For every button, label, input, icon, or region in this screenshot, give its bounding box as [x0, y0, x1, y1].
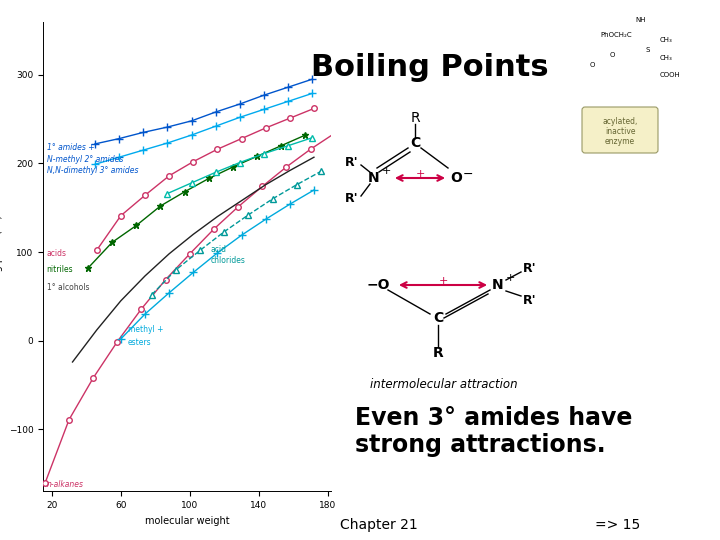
Text: N,N-dimethyl 3° amides: N,N-dimethyl 3° amides [47, 166, 138, 175]
Text: enzyme: enzyme [605, 138, 635, 146]
Text: COOH: COOH [660, 72, 680, 78]
Text: 1° amides +: 1° amides + [47, 143, 94, 152]
Text: C: C [433, 311, 443, 325]
Text: −O: −O [366, 278, 390, 292]
Text: N-methyl 2° amides: N-methyl 2° amides [47, 154, 123, 164]
Text: −: − [463, 167, 473, 180]
Text: R': R' [523, 294, 537, 307]
Text: acylated,: acylated, [603, 118, 638, 126]
Text: esters: esters [127, 338, 151, 347]
Text: R': R' [523, 261, 537, 274]
Text: +: + [382, 166, 391, 176]
Text: Boiling Points: Boiling Points [311, 53, 549, 83]
Text: +: + [505, 273, 515, 283]
Text: S: S [645, 47, 649, 53]
Text: +: + [438, 276, 448, 286]
Text: N: N [368, 171, 380, 185]
Text: O: O [450, 171, 462, 185]
FancyBboxPatch shape [582, 107, 658, 153]
Text: strong attractions.: strong attractions. [355, 433, 606, 457]
Text: Chapter 21: Chapter 21 [340, 518, 418, 532]
Text: CH₃: CH₃ [660, 55, 672, 61]
Text: R': R' [345, 157, 359, 170]
Text: intermolecular attraction: intermolecular attraction [370, 379, 518, 392]
Text: chlorides: chlorides [210, 256, 246, 265]
Text: O: O [590, 62, 595, 68]
Text: O: O [610, 52, 616, 58]
Text: acid: acid [210, 245, 227, 254]
Text: n-alkanes: n-alkanes [47, 480, 84, 489]
Text: nitriles: nitriles [47, 266, 73, 274]
Y-axis label: boiling point (°C): boiling point (°C) [0, 215, 3, 298]
Text: Even 3° amides have: Even 3° amides have [355, 406, 632, 430]
Text: inactive: inactive [605, 127, 635, 137]
X-axis label: molecular weight: molecular weight [145, 516, 230, 525]
Text: => 15: => 15 [595, 518, 640, 532]
Text: N: N [492, 278, 504, 292]
Text: acids: acids [47, 249, 67, 259]
Text: 1° alcohols: 1° alcohols [47, 283, 89, 292]
Text: PhOCH₂C: PhOCH₂C [600, 32, 631, 38]
Text: CH₃: CH₃ [660, 37, 672, 43]
Text: methyl +: methyl + [127, 325, 163, 334]
Text: +: + [415, 169, 425, 179]
Text: R: R [410, 111, 420, 125]
Text: NH: NH [635, 17, 646, 23]
Text: R: R [433, 346, 444, 360]
Text: R': R' [345, 192, 359, 205]
Text: C: C [410, 136, 420, 150]
